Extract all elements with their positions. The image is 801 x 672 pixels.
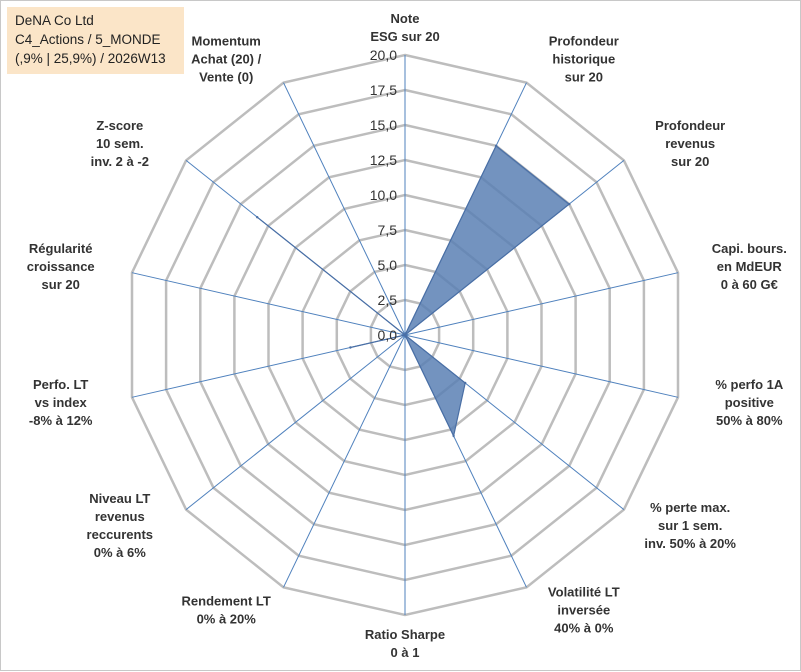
axis-label-line: revenus (95, 509, 145, 524)
axis-label-line: Z-score (96, 118, 143, 133)
axis-label: Rendement LT 0% à 20% (182, 594, 271, 627)
axis-spoke (404, 334, 679, 398)
axis-spoke (185, 334, 406, 510)
axis-label: Perfo. LT vs index -8% à 12% (29, 377, 93, 428)
axis-label-line: ESG sur 20 (370, 29, 439, 44)
axis-spoke (283, 82, 406, 336)
axis-label-line: Niveau LT (89, 491, 150, 506)
axis-label: Volatilité LT inversée 40% à 0% (548, 585, 620, 636)
axis-label-line: sur 20 (671, 154, 709, 169)
axis-label-line: croissance (27, 259, 95, 274)
axis-label-line: Profondeur (549, 33, 619, 48)
axis-spoke (404, 272, 679, 336)
axis-label-line: Perfo. LT (33, 377, 88, 392)
series-area (256, 144, 571, 438)
tick-label: 12,5 (370, 152, 397, 168)
data-point (452, 434, 455, 438)
data-point (568, 202, 571, 206)
tick-label: 20,0 (370, 47, 397, 63)
axis-label: Régularité croissance sur 20 (27, 241, 95, 292)
axis-label-line: Volatilité LT (548, 585, 620, 600)
portfolio-category: C4_Actions / 5_MONDE (15, 32, 161, 47)
axis-label-line: reccurents (87, 527, 153, 542)
axis-label: Niveau LT revenus reccurents 0% à 6% (87, 491, 153, 560)
axis-label-line: Ratio Sharpe (365, 627, 445, 642)
axis-label: % perte max. sur 1 sem. inv. 50% à 20% (644, 500, 736, 551)
axis-label-line: 40% à 0% (554, 621, 614, 636)
axis-label-line: Régularité (29, 241, 93, 256)
tick-label: 7,5 (378, 222, 398, 238)
axis-label-line: 0% à 6% (94, 545, 146, 560)
tick-label: 0,0 (378, 327, 398, 343)
chart-title-box: DeNA Co Ltd C4_Actions / 5_MONDE (,9% | … (7, 7, 184, 74)
tick-label: 17,5 (370, 82, 397, 98)
axis-label: Note ESG sur 20 (370, 11, 439, 44)
axis-label-line: 10 sem. (96, 136, 144, 151)
axis-label: Z-score 10 sem. inv. 2 à -2 (91, 118, 149, 169)
axis-label-line: % perte max. (650, 500, 730, 515)
axis-label: % perfo 1A positive 50% à 80% (715, 377, 784, 428)
axis-label-line: vs index (35, 395, 88, 410)
axis-label-line: 0 à 60 G€ (721, 277, 778, 292)
data-point (403, 333, 407, 337)
data-point (256, 216, 259, 219)
axis-label: Ratio Sharpe 0 à 1 (365, 627, 445, 660)
axis-label: Momentum Achat (20) / Vente (0) (191, 33, 261, 84)
axis-label-line: inv. 50% à 20% (644, 536, 736, 551)
data-point (494, 144, 498, 147)
data-point (349, 346, 352, 349)
tick-label: 2,5 (378, 292, 398, 308)
axis-label: Profondeur historique sur 20 (549, 33, 619, 84)
axis-label-line: sur 20 (565, 69, 603, 84)
data-point (464, 381, 467, 385)
performance-period: (,9% | 25,9%) / 2026W13 (15, 51, 166, 66)
axis-label-line: revenus (665, 136, 715, 151)
tick-label: 15,0 (370, 117, 397, 133)
axis-label-line: 0% à 20% (197, 612, 257, 627)
axis-label-line: -8% à 12% (29, 413, 93, 428)
axis-label: Profondeur revenus sur 20 (655, 118, 725, 169)
axis-label-line: inversée (557, 603, 610, 618)
axis-label-line: Momentum (192, 33, 261, 48)
axis-label-line: positive (725, 395, 774, 410)
axis-spoke (131, 272, 406, 336)
axis-label-line: inv. 2 à -2 (91, 154, 149, 169)
axis-label-line: Vente (0) (199, 69, 253, 84)
axis-label-line: 0 à 1 (391, 645, 420, 660)
axis-label-line: Rendement LT (182, 594, 271, 609)
tick-label: 10,0 (370, 187, 397, 203)
company-name: DeNA Co Ltd (15, 13, 94, 28)
axis-label-line: Note (391, 11, 420, 26)
axis-label-line: Profondeur (655, 118, 725, 133)
axis-label-line: sur 1 sem. (658, 518, 722, 533)
axis-label-line: Capi. bours. (712, 241, 787, 256)
axis-label-line: sur 20 (42, 277, 80, 292)
axis-label-line: en MdEUR (717, 259, 783, 274)
axis-label-line: % perfo 1A (715, 377, 784, 392)
axis-spoke (283, 334, 406, 588)
axis-label: Capi. bours. en MdEUR 0 à 60 G€ (712, 241, 787, 292)
axis-label-line: historique (552, 51, 615, 66)
axis-label-line: 50% à 80% (716, 413, 783, 428)
tick-label: 5,0 (378, 257, 398, 273)
axis-label-line: Achat (20) / (191, 51, 261, 66)
